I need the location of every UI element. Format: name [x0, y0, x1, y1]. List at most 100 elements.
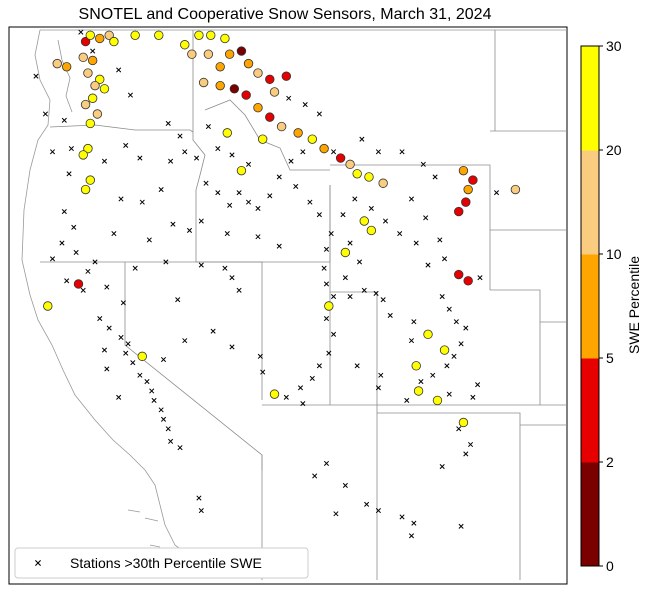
station-cross [132, 265, 138, 271]
station-cross [123, 350, 129, 356]
station-cross [286, 95, 292, 101]
station-cross [373, 290, 379, 296]
station-cross [101, 347, 108, 353]
station-circle [229, 84, 240, 94]
station-cross [160, 416, 167, 422]
station-cross [300, 149, 306, 155]
station-cross [146, 237, 152, 243]
station-circle [220, 33, 230, 44]
station-circle [269, 389, 280, 399]
station-cross [163, 259, 169, 265]
station-cross [354, 363, 360, 369]
station-cross [378, 372, 384, 378]
station-circle [411, 361, 421, 371]
station-cross [130, 360, 136, 366]
station-cross [229, 152, 235, 158]
station-cross [283, 394, 289, 400]
station-cross [493, 190, 500, 196]
station-cross [470, 394, 476, 400]
station-cross [111, 231, 117, 237]
station-circle [43, 301, 53, 311]
station-cross [267, 193, 273, 199]
station-circle [85, 30, 95, 40]
station-cross [236, 287, 242, 293]
station-cross [229, 344, 235, 350]
station-cross [352, 196, 358, 202]
station-circle [439, 345, 450, 355]
station-cross [446, 391, 452, 397]
station-circle [366, 225, 377, 236]
station-circle [187, 49, 197, 59]
station-cross [359, 136, 365, 142]
station-cross [397, 231, 403, 237]
station-cross [382, 218, 389, 224]
channel-islands [127, 509, 161, 548]
station-cross [203, 180, 209, 186]
station-cross [342, 275, 348, 281]
station-circle [293, 128, 303, 138]
legend-x-marker [35, 560, 41, 566]
station-cross [347, 294, 353, 300]
station-cross [186, 227, 193, 234]
colorbar-segment [581, 254, 599, 359]
station-circle [335, 153, 346, 163]
colorbar-tick-label: 20 [606, 142, 622, 158]
station-circle [92, 109, 103, 119]
station-cross [439, 463, 445, 470]
state-boundaries [40, 30, 567, 580]
colorbar-segment [581, 46, 599, 151]
station-cross [300, 401, 306, 407]
station-cross [446, 306, 452, 312]
station-cross [375, 508, 381, 514]
station-circle [463, 276, 473, 286]
station-cross [276, 174, 282, 180]
station-cross [104, 366, 110, 372]
station-cross [170, 221, 176, 227]
legend-label: Stations >30th Percentile SWE [70, 555, 262, 571]
station-circle [253, 102, 263, 113]
station-circle [461, 197, 471, 207]
station-circle [154, 30, 164, 40]
station-cross [104, 284, 110, 290]
station-cross [160, 356, 167, 363]
station-cross [33, 73, 39, 79]
station-cross [158, 186, 164, 193]
station-cross [177, 445, 183, 451]
station-cross [66, 171, 72, 177]
station-cross [90, 48, 96, 54]
legend: Stations >30th Percentile SWE [14, 547, 309, 579]
station-cross [257, 353, 263, 359]
station-cross [475, 382, 481, 388]
station-cross [307, 199, 313, 205]
station-circle [510, 184, 521, 195]
station-cross [356, 259, 363, 265]
station-cross [387, 312, 393, 318]
station-cross [229, 275, 235, 281]
station-circles [43, 30, 521, 428]
station-circle [215, 80, 225, 91]
station-circle [243, 58, 254, 69]
station-cross [375, 385, 381, 391]
station-cross [182, 338, 188, 344]
station-cross [411, 520, 417, 526]
station-cross [347, 240, 353, 246]
legend-box [14, 547, 309, 579]
station-circle [340, 247, 351, 258]
colorbar-tick-label: 0 [606, 558, 614, 574]
colorbar-label: SWE Percentile [626, 256, 642, 354]
station-cross [139, 199, 145, 205]
colorbar-tick-label: 30 [606, 38, 622, 54]
station-cross [198, 508, 204, 514]
station-cross [215, 146, 221, 152]
station-cross [182, 149, 188, 155]
station-cross [361, 287, 367, 293]
map-frame [8, 26, 568, 585]
basemap [21, 29, 567, 580]
station-circle [432, 395, 443, 406]
station-cross [120, 300, 126, 306]
station-circle [73, 279, 84, 289]
station-cross [342, 482, 348, 488]
station-cross [330, 331, 337, 337]
station-cross [404, 397, 410, 403]
station-cross [297, 385, 304, 391]
